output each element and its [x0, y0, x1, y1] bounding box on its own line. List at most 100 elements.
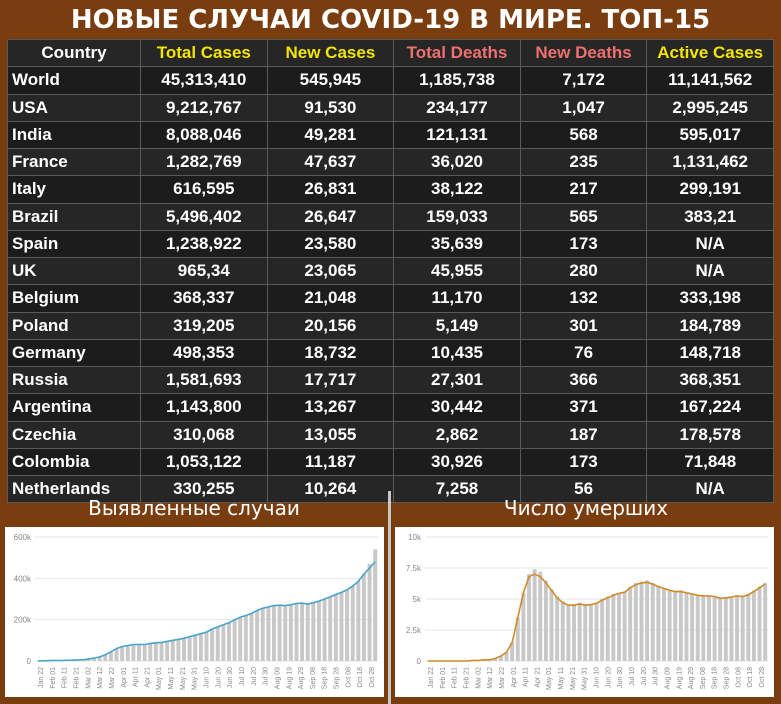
x-tick-label: Sep 28 — [724, 667, 731, 689]
value-cell: 13,055 — [266, 420, 395, 449]
bar — [277, 605, 282, 661]
value-cell: 965,34 — [140, 256, 268, 286]
value-cell: 27,301 — [393, 365, 521, 395]
bar — [600, 599, 605, 661]
bar — [543, 580, 548, 661]
x-tick-label: Jun 30 — [227, 667, 234, 688]
bar — [260, 608, 265, 661]
bar — [718, 599, 723, 661]
value-cell: 301 — [519, 311, 648, 340]
bar — [729, 596, 734, 661]
value-cell: 91,530 — [266, 93, 395, 122]
bar — [170, 640, 175, 661]
bar — [125, 645, 130, 661]
value-cell: 1,185,738 — [393, 66, 521, 95]
x-tick-label: Feb 21 — [73, 667, 80, 689]
section-divider — [388, 491, 391, 704]
country-cell: Czechia — [7, 420, 141, 449]
bar — [560, 601, 565, 661]
value-cell: 280 — [519, 256, 648, 286]
x-tick-label: Apr 01 — [511, 667, 518, 688]
bar — [373, 549, 378, 661]
value-cell: 10,435 — [393, 338, 521, 368]
value-cell: 184,789 — [646, 311, 774, 340]
bar — [328, 596, 333, 661]
table-row: UK 965,34 23,065 45,955 280 N/A — [7, 256, 774, 286]
cases-chart: 0 200k 400k 600k Jan 22 Feb 01 Feb 11 Feb 21 Mar… — [14, 533, 378, 690]
value-cell: 1,131,462 — [646, 147, 774, 177]
value-cell: 7,258 — [393, 474, 521, 504]
bar — [527, 574, 531, 661]
bar — [182, 638, 186, 661]
value-cell: 187 — [519, 420, 648, 449]
x-tick-label: Jun 30 — [617, 667, 624, 688]
bar — [176, 639, 181, 661]
value-cell: 159,033 — [393, 202, 521, 231]
value-cell: 545,945 — [266, 66, 395, 95]
value-cell: 616,595 — [140, 175, 268, 204]
bar — [345, 589, 350, 661]
x-tick-label: Jul 10 — [629, 667, 636, 686]
x-tick-label: Aug 09 — [664, 667, 671, 689]
bar — [97, 656, 102, 661]
table-row: World 45,313,410 545,945 1,185,738 7,172 11,1… — [7, 66, 774, 95]
country-cell: Germany — [7, 338, 141, 368]
bar — [367, 563, 372, 661]
bar — [493, 658, 498, 661]
bar — [232, 619, 237, 661]
bar — [300, 603, 305, 661]
bar — [210, 628, 215, 661]
x-tick-label: Apr 11 — [133, 667, 140, 687]
value-cell: 299,191 — [646, 175, 774, 204]
value-cell: 38,122 — [393, 175, 521, 204]
x-tick-label: Feb 21 — [463, 667, 470, 689]
table-row: Russia 1,581,693 17,717 27,301 366 368,351 — [7, 365, 774, 395]
bar — [266, 606, 271, 661]
bar — [532, 569, 537, 661]
bar — [204, 632, 209, 661]
bar — [108, 651, 113, 661]
country-cell: Poland — [7, 311, 141, 340]
value-cell: 11,141,562 — [646, 66, 774, 95]
x-tick-label: Sep 18 — [322, 667, 329, 689]
bar — [549, 589, 554, 661]
table-header-row: Country Total Cases New Cases Total Deat… — [7, 38, 774, 68]
table-row: Germany 498,353 18,732 10,435 76 148,718 — [7, 338, 774, 368]
y-tick-label: 0 — [27, 657, 32, 666]
x-tick-label: Mar 12 — [97, 667, 104, 689]
value-cell: 18,732 — [266, 338, 395, 368]
bar — [656, 586, 661, 661]
header-active-cases: Active Cases — [646, 38, 774, 68]
bar — [594, 602, 599, 661]
x-tick-label: Apr 11 — [523, 667, 530, 687]
y-tick-label: 200k — [14, 616, 32, 625]
x-tick-label: Oct 08 — [735, 667, 742, 688]
bar — [712, 596, 717, 661]
bar — [583, 605, 588, 661]
stats-table: Country Total Cases New Cases Total Deat… — [7, 38, 774, 504]
x-tick-label: May 21 — [180, 667, 187, 690]
x-tick-label: Jun 20 — [605, 667, 612, 688]
value-cell: 167,224 — [646, 393, 774, 422]
value-cell: N/A — [646, 256, 774, 286]
country-cell: Brazil — [7, 202, 141, 231]
value-cell: N/A — [646, 474, 774, 504]
bar — [690, 594, 695, 661]
header-new-deaths: New Deaths — [519, 38, 648, 68]
bar — [667, 590, 672, 661]
table-row: Spain 1,238,922 23,580 35,639 173 N/A — [7, 229, 774, 259]
bar — [198, 633, 203, 661]
bar — [521, 592, 526, 661]
bar — [322, 599, 327, 661]
bar — [215, 626, 220, 661]
bar — [294, 603, 299, 661]
value-cell: 9,212,767 — [140, 93, 268, 122]
bar — [515, 617, 520, 661]
country-cell: Spain — [7, 229, 141, 259]
bar — [701, 596, 706, 661]
header-total-cases: Total Cases — [140, 38, 268, 68]
x-tick-label: Jul 20 — [251, 667, 258, 686]
bar — [165, 641, 170, 661]
value-cell: 5,496,402 — [140, 202, 268, 231]
bar — [350, 586, 355, 661]
